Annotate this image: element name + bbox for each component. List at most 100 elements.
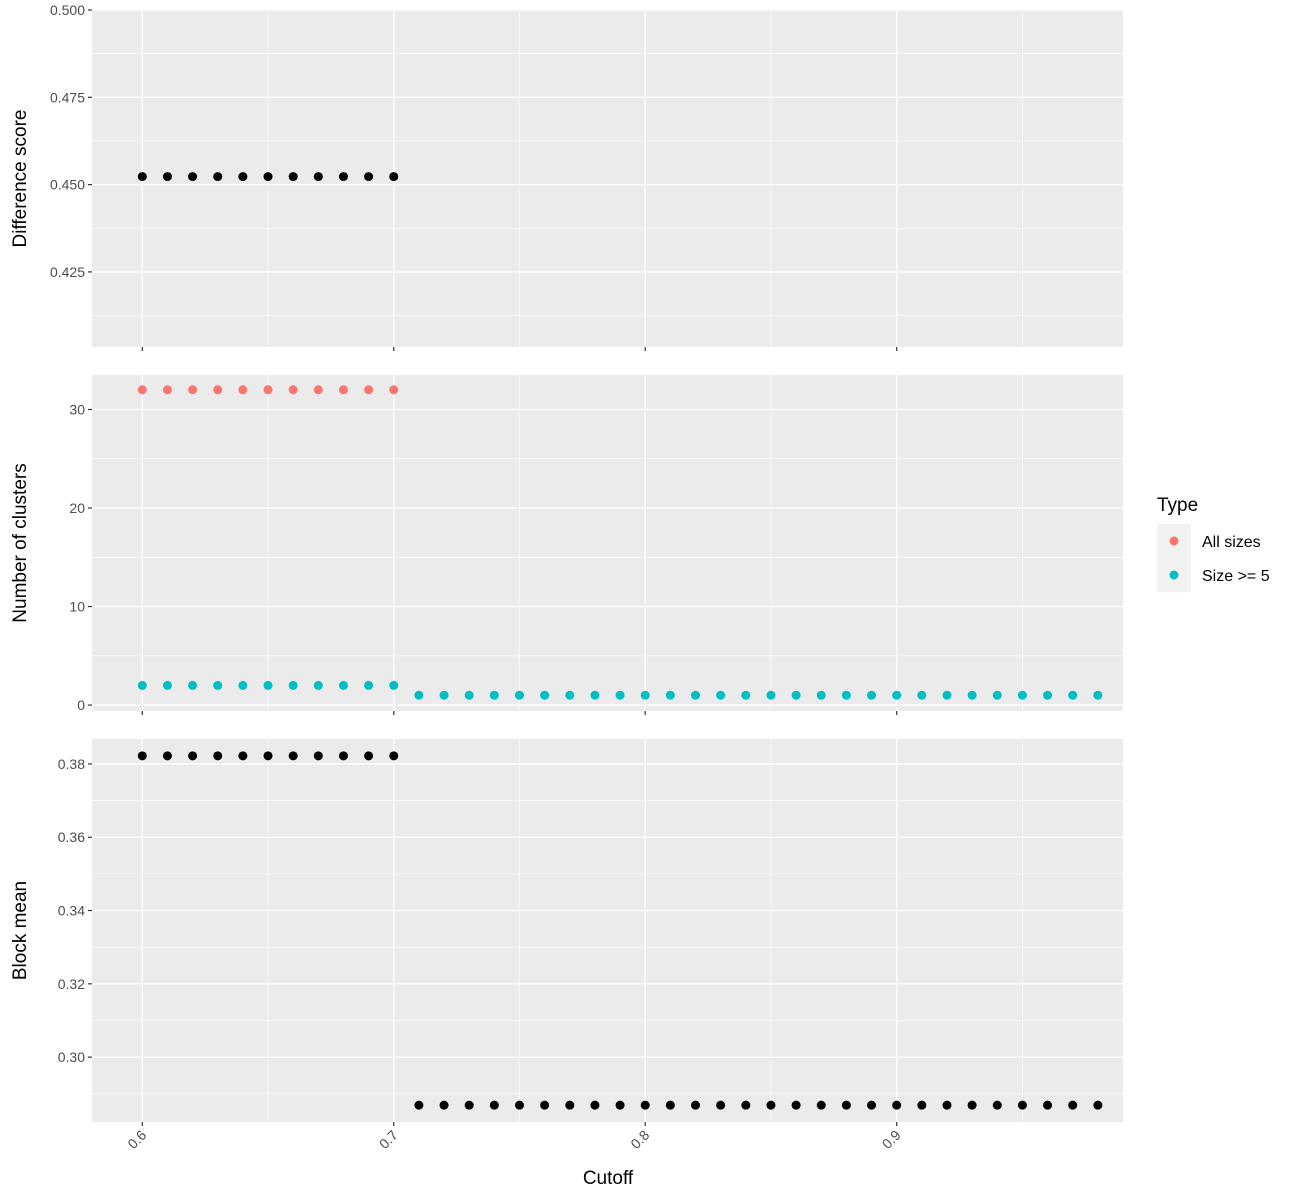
data-point — [238, 680, 248, 690]
y-tick-label: 20 — [69, 500, 85, 516]
y-tick-label: 0.425 — [50, 264, 85, 280]
panel-background — [92, 375, 1123, 711]
data-point — [313, 385, 323, 395]
data-point — [791, 1100, 801, 1110]
data-point — [741, 690, 751, 700]
data-point — [841, 690, 851, 700]
data-point — [766, 690, 776, 700]
series-size-5 — [137, 680, 1103, 700]
data-point — [188, 751, 198, 761]
panel-background — [92, 739, 1123, 1122]
data-point — [338, 385, 348, 395]
y-tick-label: 0.38 — [58, 756, 85, 772]
data-point — [288, 680, 298, 690]
x-tick-label: 0.6 — [124, 1127, 149, 1152]
data-point — [1093, 690, 1103, 700]
x-tick-label: 0.7 — [376, 1127, 401, 1152]
data-point — [590, 1100, 600, 1110]
data-point — [892, 690, 902, 700]
panel-block-mean: 0.30 0.32 0.34 0.36 0.38 Block mean — [10, 739, 1123, 1126]
data-point — [162, 751, 172, 761]
y-tick-label: 0.32 — [58, 976, 85, 992]
data-point — [439, 1100, 449, 1110]
data-point — [414, 1100, 424, 1110]
x-axis-title: Cutoff — [583, 1168, 634, 1189]
data-point — [263, 172, 273, 182]
y-tick-label: 0.450 — [50, 177, 85, 193]
legend-title: Type — [1157, 495, 1198, 516]
panel-number-of-clusters: 0 10 20 30 Number of clusters — [10, 375, 1123, 715]
data-point — [263, 680, 273, 690]
data-point — [841, 1100, 851, 1110]
panel-difference-score: 0.425 0.450 0.475 0.500 Difference score — [10, 2, 1123, 351]
y-tick-label: 0.500 — [50, 2, 85, 18]
data-point — [364, 385, 374, 395]
data-point — [716, 1100, 726, 1110]
data-point — [942, 690, 952, 700]
legend-key-size-5 — [1169, 570, 1179, 580]
data-point — [188, 680, 198, 690]
data-point — [137, 751, 147, 761]
data-point — [389, 385, 399, 395]
data-point — [565, 690, 575, 700]
data-point — [816, 1100, 826, 1110]
data-point — [238, 172, 248, 182]
data-point — [867, 1100, 877, 1110]
data-point — [816, 690, 826, 700]
y-tick-label: 0.34 — [58, 903, 85, 919]
legend: Type All sizes Size >= 5 — [1157, 495, 1270, 592]
data-point — [414, 690, 424, 700]
data-point — [464, 690, 474, 700]
data-point — [640, 690, 650, 700]
data-point — [464, 1100, 474, 1110]
data-point — [942, 1100, 952, 1110]
data-point — [288, 385, 298, 395]
data-point — [716, 690, 726, 700]
data-point — [489, 1100, 499, 1110]
chart-panels: 0.425 0.450 0.475 0.500 Difference score 0 10 2… — [10, 2, 1123, 1126]
data-point — [489, 690, 499, 700]
data-point — [162, 385, 172, 395]
data-point — [313, 680, 323, 690]
data-point — [162, 680, 172, 690]
data-point — [640, 1100, 650, 1110]
data-point — [213, 751, 223, 761]
data-point — [364, 751, 374, 761]
data-point — [389, 172, 399, 182]
x-tick-label: 0.9 — [879, 1127, 904, 1152]
panel-background — [92, 10, 1123, 347]
data-point — [238, 385, 248, 395]
data-point — [364, 172, 374, 182]
legend-key-all-sizes — [1169, 536, 1179, 546]
data-point — [263, 751, 273, 761]
data-point — [917, 690, 927, 700]
series-all-sizes — [137, 385, 399, 395]
data-point — [338, 172, 348, 182]
data-point — [1017, 690, 1027, 700]
data-point — [364, 680, 374, 690]
data-point — [615, 690, 625, 700]
data-point — [188, 385, 198, 395]
data-point — [615, 1100, 625, 1110]
x-tick-label: 0.8 — [627, 1127, 652, 1152]
data-point — [565, 1100, 575, 1110]
data-point — [540, 1100, 550, 1110]
data-point — [992, 1100, 1002, 1110]
data-point — [514, 690, 524, 700]
data-point — [967, 690, 977, 700]
data-point — [791, 690, 801, 700]
y-tick-label: 30 — [69, 401, 85, 417]
series-points — [137, 751, 1103, 1110]
data-point — [691, 690, 701, 700]
data-point — [137, 385, 147, 395]
data-point — [288, 751, 298, 761]
data-point — [238, 751, 248, 761]
data-point — [338, 751, 348, 761]
data-point — [389, 751, 399, 761]
data-point — [917, 1100, 927, 1110]
y-tick-label: 0.475 — [50, 89, 85, 105]
y-tick-label: 0.30 — [58, 1049, 85, 1065]
data-point — [338, 680, 348, 690]
data-point — [590, 690, 600, 700]
